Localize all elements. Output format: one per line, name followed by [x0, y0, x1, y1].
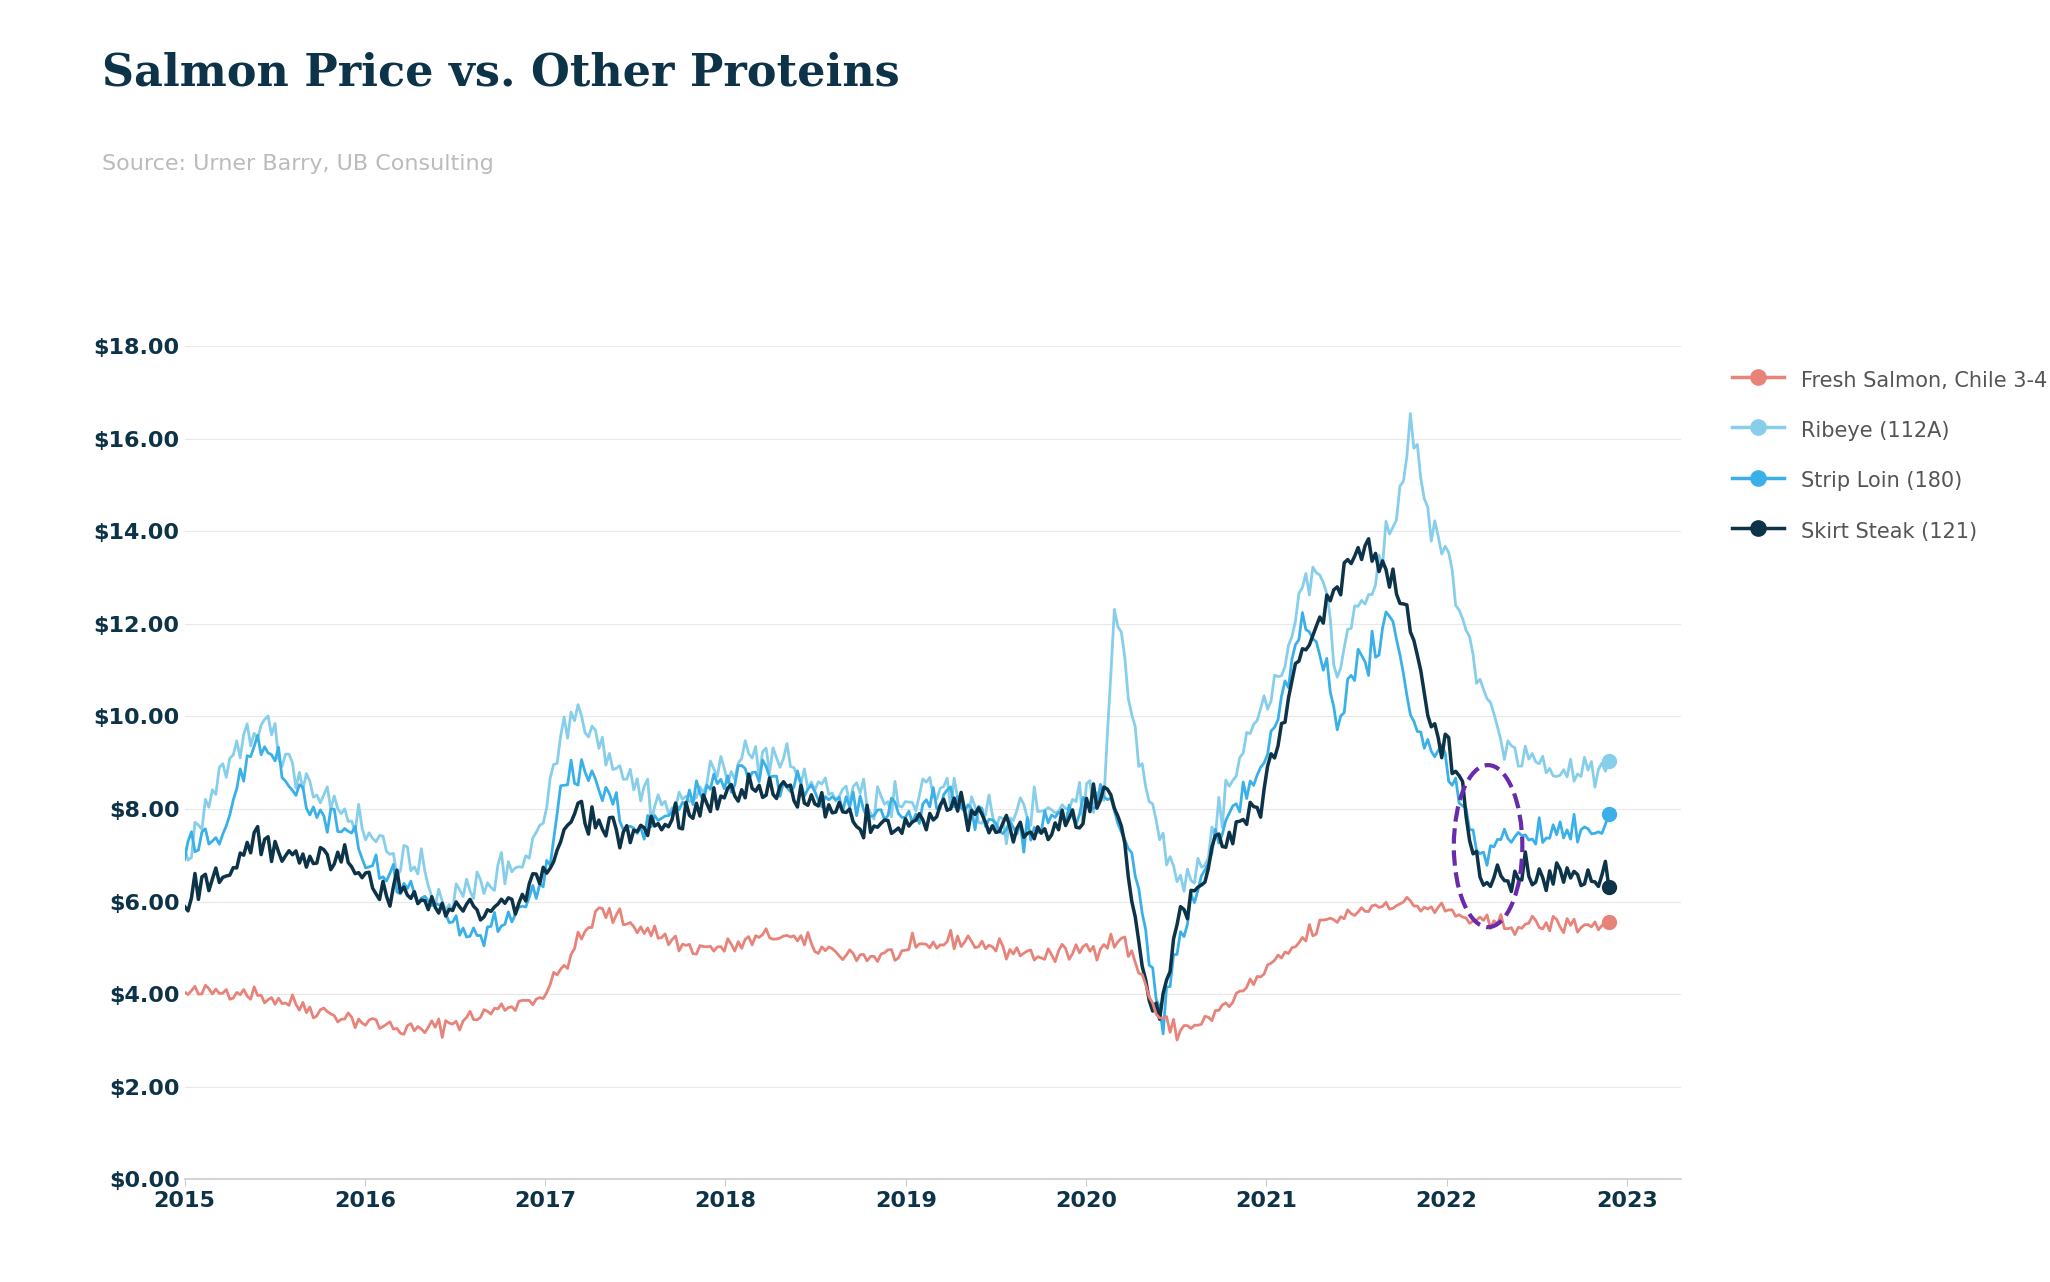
Text: Source: Urner Barry, UB Consulting: Source: Urner Barry, UB Consulting: [102, 154, 494, 174]
Legend: Fresh Salmon, Chile 3-4 fill, Ribeye (112A), Strip Loin (180), Skirt Steak (121): Fresh Salmon, Chile 3-4 fill, Ribeye (11…: [1722, 356, 2050, 554]
Point: [1593, 751, 1626, 772]
Point: [1593, 804, 1626, 824]
Point: [1593, 877, 1626, 897]
Text: Salmon Price vs. Other Proteins: Salmon Price vs. Other Proteins: [102, 51, 900, 95]
Point: [1593, 913, 1626, 933]
